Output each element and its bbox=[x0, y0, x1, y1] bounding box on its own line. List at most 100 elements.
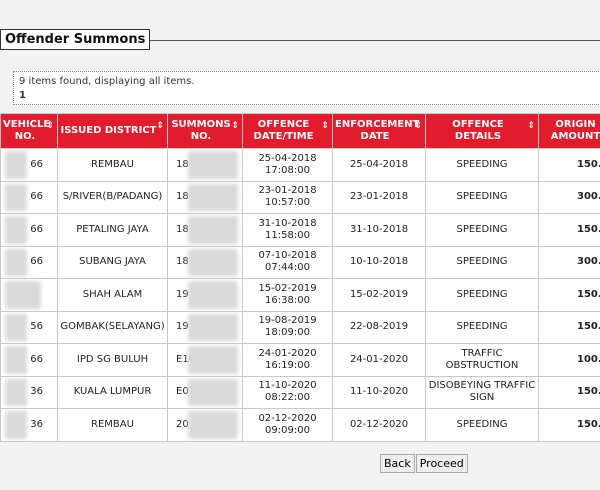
column-header[interactable]: SUMMONS NO. ⇕ bbox=[167, 113, 243, 149]
vehicle-no: 66 bbox=[0, 343, 58, 377]
summons-no: E07 bbox=[167, 375, 243, 409]
vehicle-no bbox=[0, 278, 58, 312]
summons-text: 19 bbox=[176, 288, 189, 300]
original-amount: 150.0 bbox=[538, 278, 600, 312]
summons-text: 18 bbox=[176, 256, 189, 268]
offence-date: 24-01-2020 bbox=[258, 347, 317, 359]
offence-datetime: 23-01-2018 10:57:00 bbox=[242, 180, 333, 214]
table-row: 66 S/RIVER(B/PADANG) 18 23-01-2018 10:57:00 2… bbox=[0, 180, 600, 214]
offence-details: DISOBEYING TRAFFIC SIGN bbox=[425, 375, 539, 409]
header-text: OFFENCE DETAILS bbox=[452, 119, 504, 142]
offence-details: SPEEDING bbox=[425, 278, 539, 312]
sort-icon: ⇕ bbox=[414, 121, 422, 131]
header-text: OFFENCE DATE/TIME bbox=[253, 119, 314, 142]
sort-icon: ⇕ bbox=[321, 121, 329, 131]
vehicle-text: 66 bbox=[30, 256, 43, 268]
vehicle-text: 66 bbox=[30, 223, 43, 235]
offence-date: 07-10-2018 bbox=[258, 250, 317, 262]
info-message: 9 items found, displaying all items. bbox=[19, 76, 195, 87]
vehicle-no: 66 bbox=[0, 180, 58, 214]
column-header[interactable]: ORIGIN AMOUNT⇕ bbox=[538, 113, 600, 149]
summons-text: 18 bbox=[176, 191, 189, 203]
summons-text: 19 bbox=[176, 321, 189, 333]
redaction bbox=[5, 346, 27, 374]
vehicle-text: 66 bbox=[30, 191, 43, 203]
original-amount: 300.0 bbox=[538, 180, 600, 214]
redaction bbox=[188, 313, 238, 341]
vehicle-no: 56 bbox=[0, 310, 58, 344]
action-button[interactable]: Back bbox=[380, 454, 415, 473]
table-row: SHAH ALAM 19 15-02-2019 16:38:00 15-02-2019 S… bbox=[0, 278, 600, 312]
fieldset-legend: Offender Summons bbox=[0, 29, 151, 50]
summons-table: VEHICLE NO. ⇕ ISSUED DISTRICT ⇕ SUMMONS NO. ⇕… bbox=[0, 113, 600, 442]
enforcement-date: 24-01-2020 bbox=[332, 343, 426, 377]
redaction bbox=[5, 151, 27, 179]
column-header[interactable]: OFFENCE DATE/TIME ⇕ bbox=[242, 113, 333, 149]
redaction bbox=[5, 281, 41, 309]
issued-district: SUBANG JAYA bbox=[57, 245, 168, 279]
summons-no: 20 bbox=[167, 408, 243, 442]
offence-time: 18:09:00 bbox=[265, 327, 310, 339]
offence-details: SPEEDING bbox=[425, 408, 539, 442]
enforcement-date: 15-02-2019 bbox=[332, 278, 426, 312]
summons-no: 18 bbox=[167, 213, 243, 247]
vehicle-no: 36 bbox=[0, 375, 58, 409]
button-bar: Back Proceed bbox=[380, 452, 469, 473]
offence-datetime: 25-04-2018 17:08:00 bbox=[242, 148, 333, 182]
summons-no: 19 bbox=[167, 310, 243, 344]
redaction bbox=[188, 248, 238, 276]
issued-district: GOMBAK(SELAYANG) bbox=[57, 310, 168, 344]
header-text: ORIGIN AMOUNT bbox=[550, 119, 600, 142]
sort-icon: ⇕ bbox=[46, 121, 54, 131]
original-amount: 100.0 bbox=[538, 343, 600, 377]
column-header[interactable]: OFFENCE DETAILS ⇕ bbox=[425, 113, 539, 149]
sort-icon: ⇕ bbox=[156, 121, 164, 131]
column-header[interactable]: ENFORCEMENT DATE ⇕ bbox=[332, 113, 426, 149]
summons-text: 18 bbox=[176, 223, 189, 235]
offence-date: 19-08-2019 bbox=[258, 315, 317, 327]
table-row: 36 REMBAU 20 02-12-2020 09:09:00 02-12-2020 SP… bbox=[0, 408, 600, 442]
original-amount: 300.0 bbox=[538, 245, 600, 279]
info-box: 9 items found, displaying all items. 1 bbox=[13, 71, 600, 105]
table-body: 66 REMBAU 18 25-04-2018 17:08:00 25-04-2018 SP… bbox=[0, 148, 600, 442]
vehicle-no: 66 bbox=[0, 213, 58, 247]
enforcement-date: 11-10-2020 bbox=[332, 375, 426, 409]
offence-time: 07:44:00 bbox=[265, 262, 310, 274]
offence-date: 02-12-2020 bbox=[258, 412, 317, 424]
offence-date: 11-10-2020 bbox=[258, 380, 317, 392]
page-number[interactable]: 1 bbox=[19, 90, 26, 101]
issued-district: REMBAU bbox=[57, 408, 168, 442]
offence-time: 08:22:00 bbox=[265, 392, 310, 404]
summons-text: E07 bbox=[176, 386, 196, 398]
table-row: 36 KUALA LUMPUR E07 11-10-2020 08:22:00 11-10… bbox=[0, 375, 600, 409]
summons-text: 20 bbox=[176, 418, 189, 430]
issued-district: S/RIVER(B/PADANG) bbox=[57, 180, 168, 214]
offence-time: 11:58:00 bbox=[265, 229, 310, 241]
redaction bbox=[188, 216, 238, 244]
issued-district: SHAH ALAM bbox=[57, 278, 168, 312]
redaction bbox=[188, 281, 238, 309]
offence-details: SPEEDING bbox=[425, 245, 539, 279]
offence-datetime: 19-08-2019 18:09:00 bbox=[242, 310, 333, 344]
table-row: 66 PETALING JAYA 18 31-10-2018 11:58:00 31-10… bbox=[0, 213, 600, 247]
offence-date: 15-02-2019 bbox=[258, 282, 317, 294]
offence-time: 17:08:00 bbox=[265, 164, 310, 176]
summons-no: 19 bbox=[167, 278, 243, 312]
fieldset bbox=[0, 40, 600, 481]
redaction bbox=[188, 346, 238, 374]
summons-text: 18 bbox=[176, 158, 189, 170]
redaction bbox=[5, 183, 27, 211]
vehicle-text: 36 bbox=[30, 386, 43, 398]
offence-time: 09:09:00 bbox=[265, 424, 310, 436]
redaction bbox=[5, 216, 27, 244]
sort-icon: ⇕ bbox=[231, 121, 239, 131]
column-header[interactable]: VEHICLE NO. ⇕ bbox=[0, 113, 58, 149]
redaction bbox=[5, 411, 27, 439]
header-row: VEHICLE NO. ⇕ ISSUED DISTRICT ⇕ SUMMONS NO. ⇕… bbox=[0, 113, 600, 149]
offence-datetime: 31-10-2018 11:58:00 bbox=[242, 213, 333, 247]
column-header[interactable]: ISSUED DISTRICT ⇕ bbox=[57, 113, 168, 149]
header-text: VEHICLE NO. bbox=[3, 119, 51, 142]
summons-no: E10 bbox=[167, 343, 243, 377]
enforcement-date: 22-08-2019 bbox=[332, 310, 426, 344]
action-button[interactable]: Proceed bbox=[415, 454, 468, 473]
